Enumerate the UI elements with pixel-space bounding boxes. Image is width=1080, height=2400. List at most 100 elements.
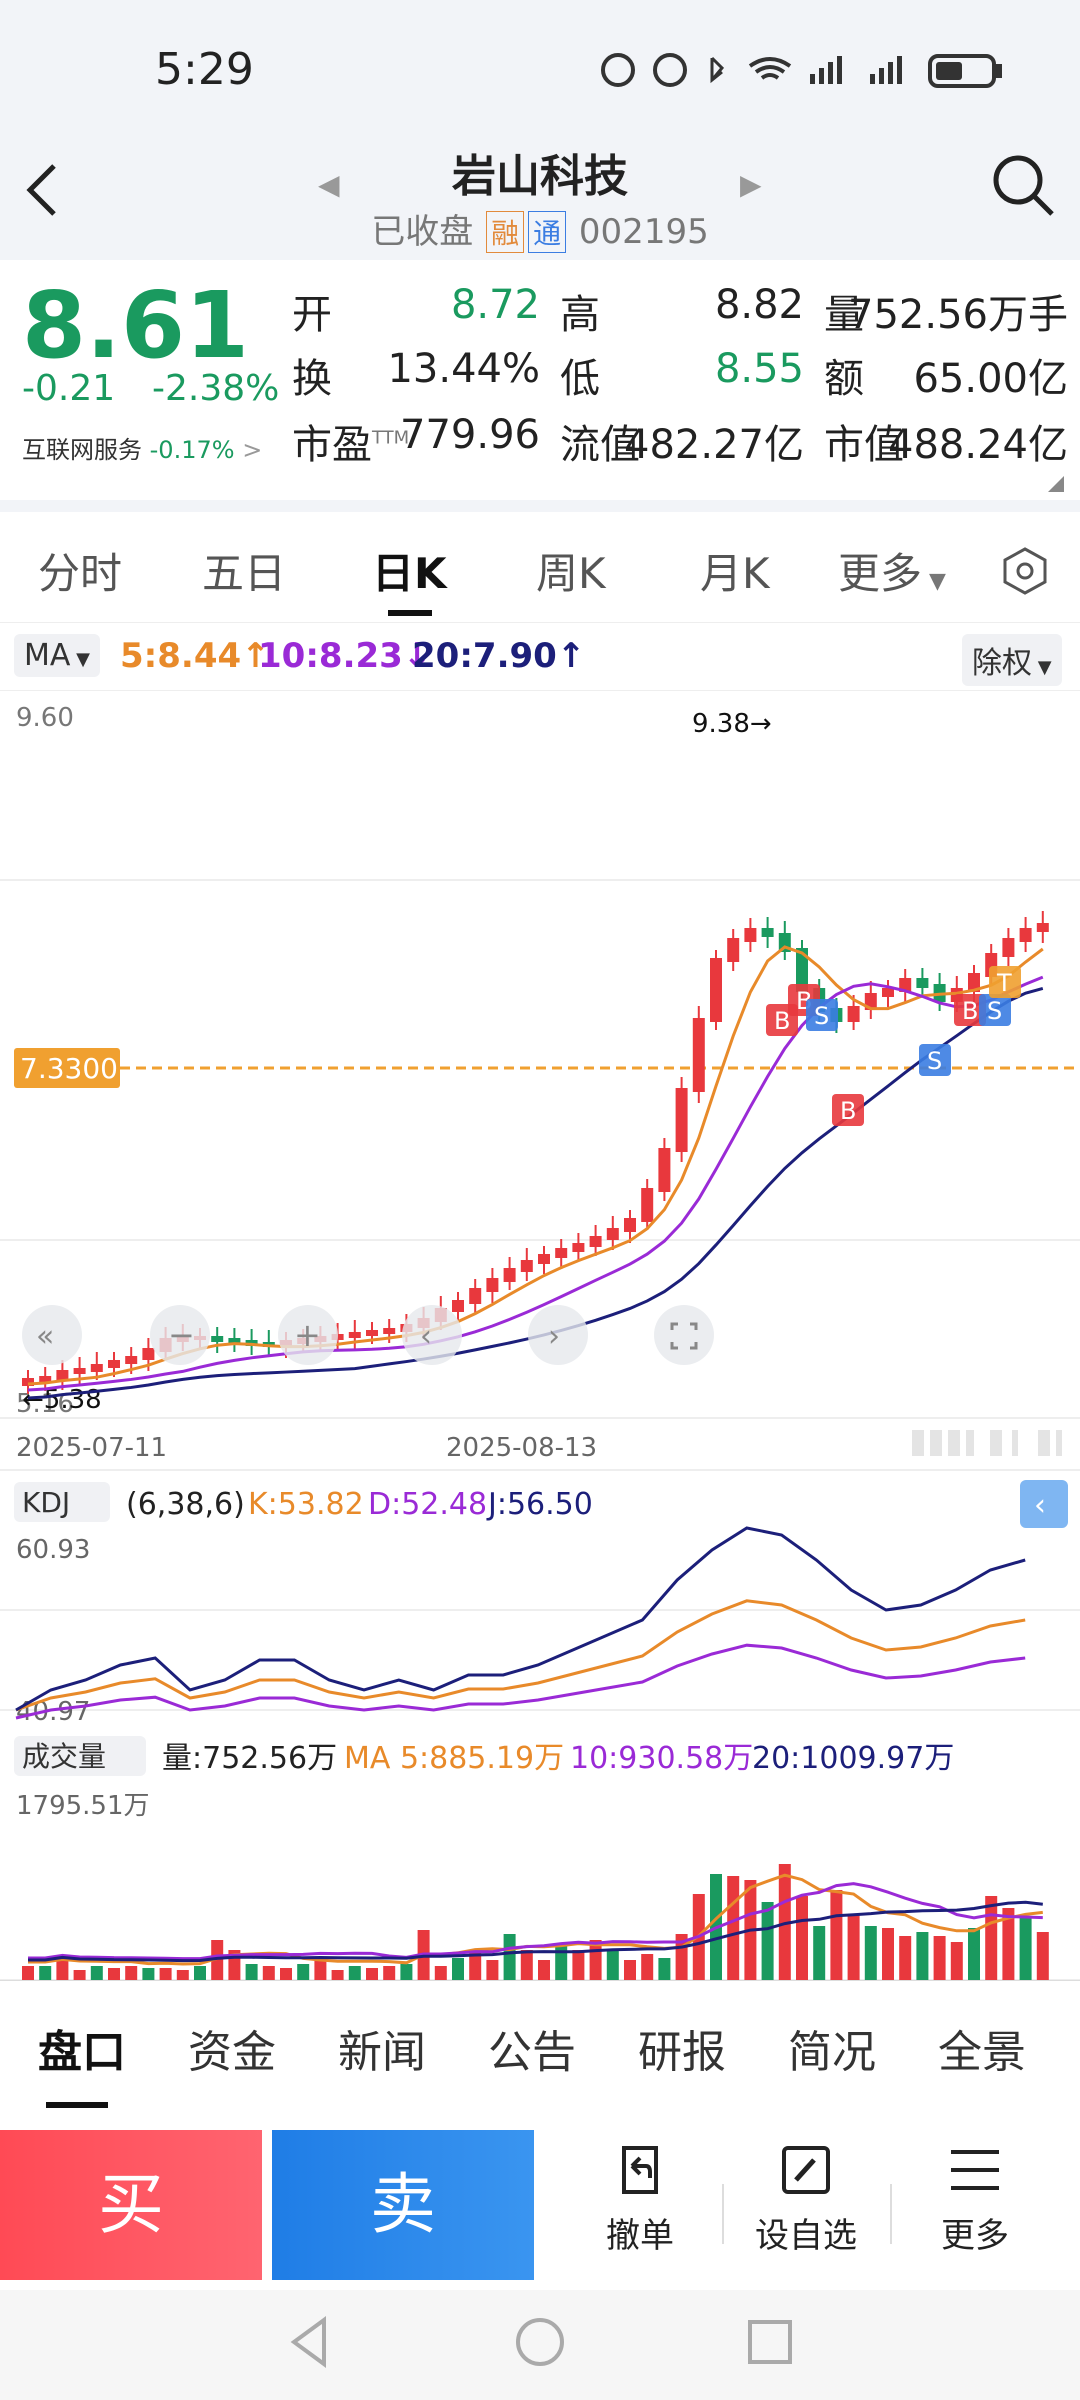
volume-bar [641, 1954, 654, 1980]
candle-body [348, 1332, 361, 1338]
add-watchlist-button[interactable]: 设自选 [731, 2140, 881, 2257]
volume-bar [538, 1960, 550, 1980]
adjust-selector[interactable]: 除权 ▼ [962, 634, 1062, 686]
volume-bar [331, 1970, 344, 1980]
candle-body [796, 948, 808, 992]
plus-icon: + [294, 1316, 321, 1354]
sell-button[interactable]: 卖 [272, 2130, 534, 2280]
stat-turnover: 换 13.44% [292, 346, 540, 402]
volume-bar [606, 1950, 619, 1980]
cancel-order-button[interactable]: 撤单 [565, 2140, 715, 2257]
tab-intraday[interactable]: 分时 [38, 549, 123, 598]
volume-bar [813, 1926, 826, 1980]
industry-link[interactable]: 互联网服务 -0.17% > [22, 436, 263, 464]
volume-bar [90, 1966, 103, 1980]
volume-bar [348, 1966, 361, 1980]
prev-stock-button[interactable]: ◀ [318, 168, 340, 201]
trade-marker-label: S [814, 1002, 829, 1030]
volume-bar [761, 1902, 774, 1980]
ma10-line [27, 975, 1044, 1392]
fullscreen-icon [670, 1322, 698, 1350]
trade-marker-label: B [774, 1007, 790, 1035]
candle-body [90, 1364, 103, 1372]
tab-overview[interactable]: 全景 [938, 2027, 1026, 2078]
back-button[interactable] [22, 160, 62, 230]
volume-selector [14, 1736, 146, 1776]
expand-corner-icon[interactable] [1048, 476, 1064, 492]
buy-button[interactable]: 买 [0, 2130, 262, 2280]
candle-body [1036, 923, 1049, 932]
volume-bar [73, 1970, 86, 1980]
kdj-y-bottom: 40.97 [16, 1697, 90, 1727]
tab-profile[interactable]: 简况 [788, 2027, 876, 2078]
candle-body [761, 928, 774, 937]
candle-body [727, 938, 740, 962]
stat-pe: 市盈TTM 779.96 [292, 412, 540, 468]
stock-code: 002195 [578, 212, 709, 252]
connect-tag: 通 [528, 211, 567, 253]
nav-back-icon[interactable] [280, 2312, 340, 2372]
tab-daily-k[interactable]: 日K [372, 549, 447, 598]
candle-body [968, 973, 980, 992]
chart-settings-button[interactable] [1000, 546, 1050, 600]
tab-monthly-k[interactable]: 月K [700, 549, 770, 598]
more-button[interactable]: 更多 [900, 2140, 1050, 2257]
kdj-selector [14, 1482, 110, 1522]
volume-bar [520, 1950, 533, 1980]
trade-marker-badge [989, 966, 1021, 998]
search-button[interactable] [988, 150, 1058, 220]
candle-body [572, 1243, 585, 1252]
tab-more[interactable]: 更多 ▼ [838, 549, 946, 598]
candle-body [847, 1006, 860, 1022]
candles [22, 911, 1049, 1394]
tab-research[interactable]: 研报 [638, 2027, 726, 2078]
tab-five-day[interactable]: 五日 [202, 549, 287, 598]
tab-funds[interactable]: 资金 [188, 2027, 276, 2078]
candle-body [744, 928, 757, 942]
nav-home-icon[interactable] [510, 2312, 570, 2372]
volume-bar [486, 1960, 499, 1980]
volume-bar [847, 1914, 860, 1980]
volume-bar [624, 1960, 636, 1980]
undo-doc-icon [622, 2146, 658, 2194]
volume-bar [882, 1928, 894, 1980]
volume-ma20-line [28, 1900, 1043, 1963]
stock-name: 岩山科技 [452, 151, 628, 202]
candle-body [624, 1218, 636, 1232]
fullscreen-button [654, 1305, 714, 1365]
volume-bar [297, 1964, 310, 1980]
status-indicators-icon [601, 53, 1002, 88]
stock-header [0, 140, 1080, 260]
kdj-selector-label: KDJ [22, 1486, 70, 1519]
candle-body [710, 958, 722, 1022]
date-left: 2025-07-11 [16, 1433, 167, 1463]
trade-marker-label: B [962, 997, 978, 1025]
candle-body [606, 1228, 619, 1240]
tab-news[interactable]: 新闻 [338, 2027, 426, 2078]
candle-body [882, 988, 894, 997]
nav-recents-icon[interactable] [740, 2312, 800, 2372]
volume-ma10: 10:930.58万 [570, 1741, 753, 1776]
volume-bar [194, 1966, 206, 1980]
stat-float-cap: 流值 482.27亿 [560, 422, 804, 468]
chevron-left-icon: ‹ [420, 1319, 432, 1354]
volume-bar [383, 1966, 396, 1980]
volume-bar [142, 1968, 155, 1980]
status-icons [600, 50, 1010, 98]
volume-bar [916, 1932, 929, 1980]
next-stock-button[interactable]: ▶ [740, 168, 762, 201]
tab-weekly-k[interactable]: 周K [536, 549, 606, 598]
trade-marker-badge [919, 1044, 951, 1076]
ma-selector[interactable]: MA ▼ [14, 634, 100, 677]
kdj-params: (6,38,6) [126, 1487, 245, 1522]
hexagon-settings-icon [1003, 547, 1047, 595]
kdj-j-line [15, 1526, 1026, 1712]
volume-bar [22, 1966, 34, 1980]
candle-body [142, 1348, 155, 1360]
tab-announcements[interactable]: 公告 [488, 2027, 576, 2078]
tab-order-book[interactable]: 盘口 [38, 2027, 126, 2078]
trade-marker-label: B [840, 1097, 856, 1125]
minus-icon: − [168, 1316, 195, 1354]
stat-high: 高 8.82 [560, 282, 804, 338]
